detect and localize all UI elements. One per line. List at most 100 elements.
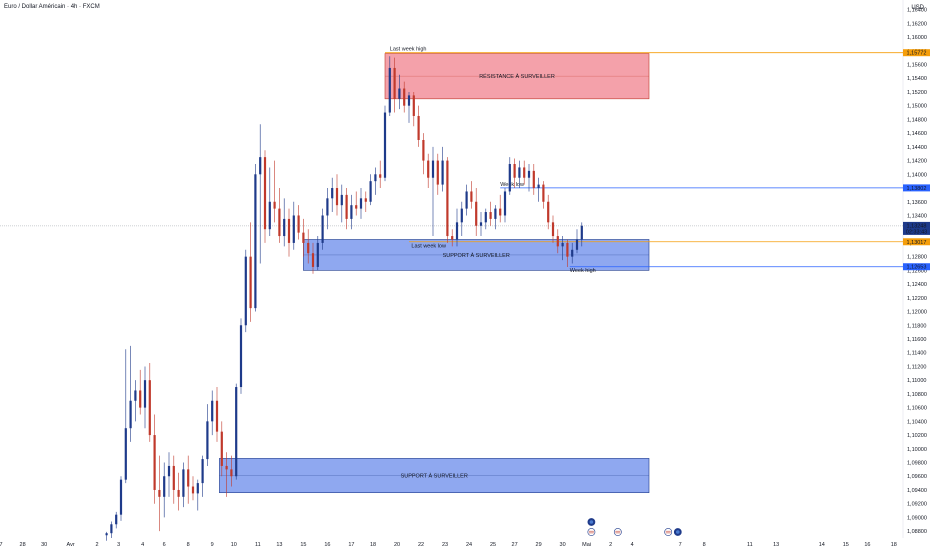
candle-body[interactable] (119, 479, 123, 515)
candle-body[interactable] (187, 469, 190, 487)
candle-body[interactable] (287, 218, 291, 243)
candle-body[interactable] (355, 205, 358, 209)
candle-body[interactable] (475, 201, 478, 226)
candle-body[interactable] (388, 67, 391, 113)
candle-body[interactable] (172, 465, 175, 490)
candle-body[interactable] (532, 170, 535, 189)
candle-body[interactable] (115, 514, 118, 525)
candle-body[interactable] (542, 184, 545, 202)
economic-event-globe-icon[interactable] (587, 518, 596, 526)
candle-body[interactable] (311, 253, 315, 267)
candle-body[interactable] (580, 225, 583, 240)
economic-event-flag-icon[interactable] (664, 528, 673, 536)
candle-body[interactable] (139, 390, 142, 408)
candle-body[interactable] (484, 212, 487, 223)
candle-body[interactable] (359, 198, 363, 209)
candle-body[interactable] (383, 112, 387, 178)
candle-body[interactable] (105, 533, 108, 536)
candle-body[interactable] (369, 181, 372, 202)
candle-body[interactable] (239, 325, 243, 388)
candle-body[interactable] (191, 486, 195, 494)
economic-event-flag-icon[interactable] (613, 528, 622, 536)
candle-body[interactable] (273, 201, 276, 209)
candle-body[interactable] (436, 160, 439, 185)
candle-body[interactable] (537, 184, 540, 189)
candle-body[interactable] (206, 421, 209, 460)
candle-body[interactable] (158, 489, 161, 497)
candle-body[interactable] (556, 236, 559, 247)
candle-body[interactable] (340, 194, 343, 206)
candle-body[interactable] (268, 201, 271, 230)
candle-body[interactable] (211, 400, 214, 422)
candle-body[interactable] (422, 139, 425, 161)
candle-body[interactable] (249, 256, 252, 309)
candle-body[interactable] (331, 188, 334, 199)
candle-body[interactable] (566, 242, 569, 257)
candle-body[interactable] (326, 198, 329, 216)
candle-body[interactable] (441, 160, 444, 185)
candle-body[interactable] (503, 191, 507, 216)
candle-body[interactable] (345, 194, 348, 219)
candle-body[interactable] (513, 164, 516, 178)
candle-body[interactable] (196, 483, 199, 494)
candle-body[interactable] (407, 95, 411, 106)
candle-body[interactable] (163, 476, 166, 497)
candle-body[interactable] (379, 174, 382, 178)
candle-body[interactable] (316, 242, 319, 267)
candle-body[interactable] (527, 170, 531, 178)
candle-body[interactable] (302, 232, 305, 243)
candle-body[interactable] (215, 400, 219, 432)
candle-body[interactable] (292, 215, 295, 243)
economic-event-flag-icon[interactable] (587, 528, 596, 536)
candle-body[interactable] (230, 469, 233, 477)
candle-body[interactable] (244, 256, 247, 326)
candle-body[interactable] (134, 390, 137, 401)
candle-body[interactable] (153, 435, 156, 490)
candle-body[interactable] (201, 459, 204, 484)
candle-body[interactable] (182, 469, 185, 497)
candle-body[interactable] (225, 465, 228, 470)
candle-body[interactable] (431, 160, 435, 178)
candle-body[interactable] (417, 115, 420, 140)
candle-body[interactable] (220, 431, 223, 466)
candle-body[interactable] (518, 167, 521, 178)
candle-body[interactable] (547, 201, 550, 223)
candle-body[interactable] (143, 380, 147, 408)
candle-body[interactable] (321, 215, 324, 243)
candle-body[interactable] (110, 524, 113, 534)
candle-body[interactable] (297, 215, 300, 233)
candle-body[interactable] (335, 188, 339, 206)
candle-body[interactable] (551, 222, 555, 237)
candle-body[interactable] (465, 191, 468, 209)
candle-body[interactable] (427, 160, 430, 178)
candle-body[interactable] (523, 167, 526, 178)
candle-body[interactable] (571, 249, 574, 257)
candle-body[interactable] (460, 208, 463, 223)
candle-body[interactable] (259, 157, 262, 175)
candle-body[interactable] (479, 222, 483, 226)
candle-body[interactable] (451, 236, 454, 240)
candle-body[interactable] (412, 95, 415, 116)
candle-body[interactable] (235, 387, 238, 477)
candle-body[interactable] (489, 212, 492, 219)
candle-body[interactable] (148, 380, 151, 436)
candle-body[interactable] (124, 428, 127, 480)
candle-body[interactable] (508, 164, 511, 192)
candle-body[interactable] (278, 208, 281, 237)
candle-body[interactable] (446, 160, 449, 237)
candle-body[interactable] (364, 198, 367, 202)
candle-body[interactable] (350, 205, 353, 219)
candle-body[interactable] (575, 239, 579, 250)
candle-body[interactable] (307, 242, 310, 254)
candle-body[interactable] (499, 208, 502, 216)
candle-body[interactable] (283, 218, 286, 237)
candle-body[interactable] (470, 191, 473, 202)
candle-body[interactable] (167, 465, 171, 477)
candle-body[interactable] (129, 400, 132, 429)
candle-body[interactable] (494, 208, 497, 219)
candle-body[interactable] (374, 174, 377, 182)
candle-body[interactable] (455, 222, 459, 240)
candle-body[interactable] (254, 174, 257, 309)
economic-event-globe-icon[interactable] (673, 528, 682, 536)
